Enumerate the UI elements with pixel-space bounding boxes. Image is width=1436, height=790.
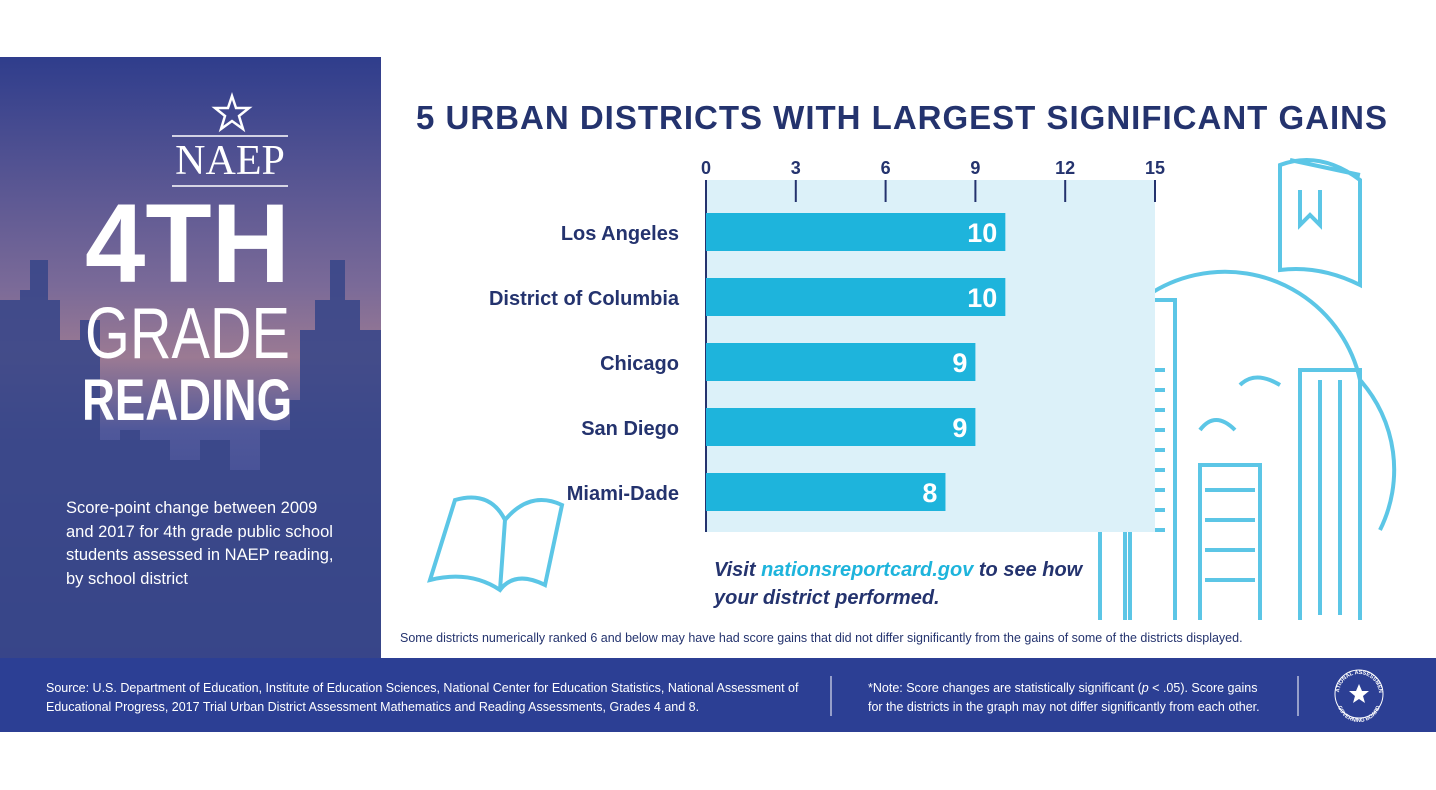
seal — [1334, 669, 1384, 719]
note: *Note: Score changes are statistically s… — [868, 681, 1142, 695]
note: *Note: Score changes are statistically s… — [868, 679, 1268, 717]
visit-text: to see how your district performed. — [714, 559, 1083, 609]
visit-link: nationsreportcard.gov — [761, 559, 974, 581]
footer-bg — [0, 658, 1436, 732]
chart-title: 5 URBAN DISTRICTS WITH LARGEST SIGNIFICA… — [416, 99, 1388, 136]
value-label: 9 — [952, 348, 967, 378]
value-label: 10 — [967, 283, 997, 313]
caveat: Some districts numerically ranked 6 and … — [400, 631, 1243, 645]
logo: NAEP — [175, 138, 285, 184]
x-tick-label: 9 — [970, 158, 980, 178]
source: Source: U.S. Department of Education, In… — [46, 681, 799, 714]
bar — [706, 473, 946, 511]
subject: READING — [82, 368, 292, 433]
skyline — [0, 260, 381, 658]
x-tick-label: 0 — [701, 158, 711, 178]
visit-text: Visit nationsreportcard.gov to see how y… — [714, 556, 1084, 612]
y-tick-label: Miami-Dade — [567, 483, 679, 505]
subject: GRADE — [85, 294, 290, 374]
y-tick-label: Los Angeles — [561, 223, 679, 245]
grade: 4TH — [85, 181, 290, 306]
bar — [706, 278, 1006, 316]
description: Score-point change between 2009 and 2017… — [66, 499, 334, 588]
x-tick-label: 3 — [791, 158, 801, 178]
y-tick-label: Chicago — [600, 353, 679, 375]
visit-text: Visit — [714, 559, 762, 581]
x-tick-label: 12 — [1055, 158, 1075, 178]
x-tick-label: 15 — [1145, 158, 1165, 178]
note: < .05). Score gains for the districts in… — [868, 681, 1260, 714]
value-label: 10 — [967, 218, 997, 248]
bar — [706, 213, 1006, 251]
note: p — [1141, 681, 1149, 695]
star-icon — [211, 92, 253, 133]
value-label: 8 — [922, 478, 937, 508]
x-tick-label: 6 — [881, 158, 891, 178]
bar — [706, 343, 976, 381]
y-tick-label: District of Columbia — [489, 288, 680, 310]
value-label: 9 — [952, 413, 967, 443]
y-tick-label: San Diego — [581, 418, 679, 440]
bar — [706, 408, 976, 446]
seal-star — [1349, 684, 1369, 703]
